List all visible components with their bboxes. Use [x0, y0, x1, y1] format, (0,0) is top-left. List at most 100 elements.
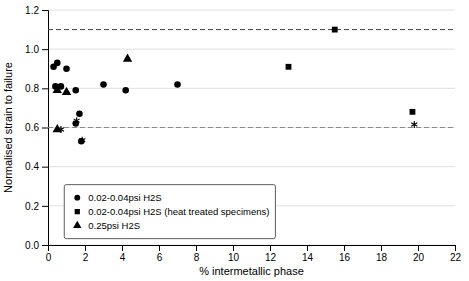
x-tick-label: 8: [194, 252, 200, 263]
grid-line: [48, 88, 455, 89]
reference-line: [48, 29, 455, 30]
y-tick: 0.8: [25, 83, 48, 94]
x-axis: 0 2 4 6 8 10 12 14 16 18 20 22: [46, 245, 462, 263]
plot-area: [48, 27, 455, 145]
x-axis-line: [49, 246, 456, 252]
x-tick: 12: [265, 245, 277, 263]
y-tick-mark: [42, 245, 48, 246]
x-tick: 6: [157, 245, 163, 263]
x-tick-label: 14: [302, 252, 314, 263]
x-tick-mark: [233, 245, 234, 251]
x-tick-label: 0: [46, 252, 52, 263]
x-tick-label: 4: [120, 252, 126, 263]
x-tick-mark: [307, 245, 308, 251]
square-point: [410, 109, 416, 115]
x-tick-mark: [270, 245, 271, 251]
series-circle: [50, 60, 181, 145]
x-tick: 2: [83, 245, 89, 263]
x-tick-label: 10: [228, 252, 240, 263]
series-square: [286, 27, 416, 115]
y-tick-label: 1.0: [25, 44, 39, 55]
y-axis-title: Normalised strain to failure: [2, 62, 14, 193]
legend-label: 0.25psi H2S: [88, 220, 140, 231]
legend-item: 0.25psi H2S: [73, 220, 140, 231]
x-tick-label: 16: [339, 252, 351, 263]
x-tick-label: 12: [265, 252, 277, 263]
x-tick: 8: [194, 245, 200, 263]
series-asterisk: [58, 117, 417, 144]
legend-symbol: [74, 195, 80, 201]
y-tick-label: 0.6: [25, 122, 39, 133]
y-tick-label: 0.0: [25, 240, 39, 251]
x-tick-label: 22: [450, 252, 462, 263]
y-tick-mark: [42, 128, 48, 129]
x-tick-label: 18: [376, 252, 388, 263]
y-tick: 1.0: [25, 44, 48, 55]
x-tick-mark: [455, 245, 456, 251]
legend-symbol: [75, 209, 80, 214]
x-tick: 10: [228, 245, 240, 263]
y-tick-mark: [42, 10, 48, 11]
x-tick: 18: [376, 245, 388, 263]
asterisk-point: [79, 137, 85, 144]
x-tick: 14: [302, 245, 314, 263]
x-tick: 4: [120, 245, 126, 263]
grid-line: [48, 10, 455, 11]
y-tick: 1.2: [25, 5, 48, 16]
legend-label: 0.02-0.04psi H2S (heat treated specimens…: [88, 206, 269, 217]
grid-line: [48, 166, 455, 167]
reference-line: [48, 127, 455, 128]
x-tick: 16: [339, 245, 351, 263]
x-tick-label: 2: [83, 252, 89, 263]
x-tick: 0: [46, 245, 52, 263]
legend-label: 0.02-0.04psi H2S: [88, 192, 161, 203]
y-tick-label: 0.2: [25, 201, 39, 212]
x-tick-mark: [344, 245, 345, 251]
y-tick-mark: [42, 88, 48, 89]
circle-point: [63, 65, 70, 72]
grid-line: [48, 127, 455, 128]
y-axis: 0.0 0.2 0.4 0.6 0.8 1.0 1.2: [25, 5, 48, 251]
series-triangle: [53, 54, 133, 133]
triangle-point: [123, 54, 132, 62]
y-tick-mark: [42, 49, 48, 50]
x-tick-label: 6: [157, 252, 163, 263]
x-tick-mark: [85, 245, 86, 251]
circle-point: [54, 60, 61, 67]
y-tick-label: 0.8: [25, 83, 39, 94]
y-axis-line: [42, 11, 49, 246]
legend: 0.02-0.04psi H2S 0.02-0.04psi H2S (heat t…: [64, 185, 275, 239]
grid: [48, 10, 455, 245]
y-tick: 0.0: [25, 240, 48, 251]
y-tick-label: 1.2: [25, 5, 39, 16]
chart: 0 2 4 6 8 10 12 14 16 18 20 22 0.0 0.2 0.4 0.6 0.8 1.0 1.2…: [0, 0, 469, 281]
x-tick: 22: [450, 245, 462, 263]
triangle-point: [53, 85, 62, 93]
x-axis-title: % intermetallic phase: [199, 265, 304, 277]
y-tick: 0.6: [25, 122, 48, 133]
y-tick-mark: [42, 206, 48, 207]
y-tick: 0.4: [25, 161, 48, 172]
legend-item: 0.02-0.04psi H2S: [74, 192, 161, 203]
circle-point: [122, 87, 129, 94]
asterisk-point: [411, 121, 417, 128]
x-tick-mark: [122, 245, 123, 251]
x-tick-mark: [418, 245, 419, 251]
circle-point: [174, 81, 181, 88]
circle-point: [76, 111, 83, 118]
x-tick-mark: [159, 245, 160, 251]
y-tick: 0.2: [25, 201, 48, 212]
legend-symbol: [73, 221, 81, 228]
triangle-point: [62, 87, 71, 95]
x-tick: 20: [413, 245, 425, 263]
y-tick-label: 0.4: [25, 161, 39, 172]
x-tick-label: 20: [413, 252, 425, 263]
x-tick-mark: [381, 245, 382, 251]
circle-point: [72, 87, 79, 94]
grid-line: [48, 49, 455, 50]
square-point: [286, 64, 292, 70]
legend-item: 0.02-0.04psi H2S (heat treated specimens…: [75, 206, 270, 217]
asterisk-point: [74, 117, 80, 124]
x-tick-mark: [196, 245, 197, 251]
y-tick-mark: [42, 167, 48, 168]
